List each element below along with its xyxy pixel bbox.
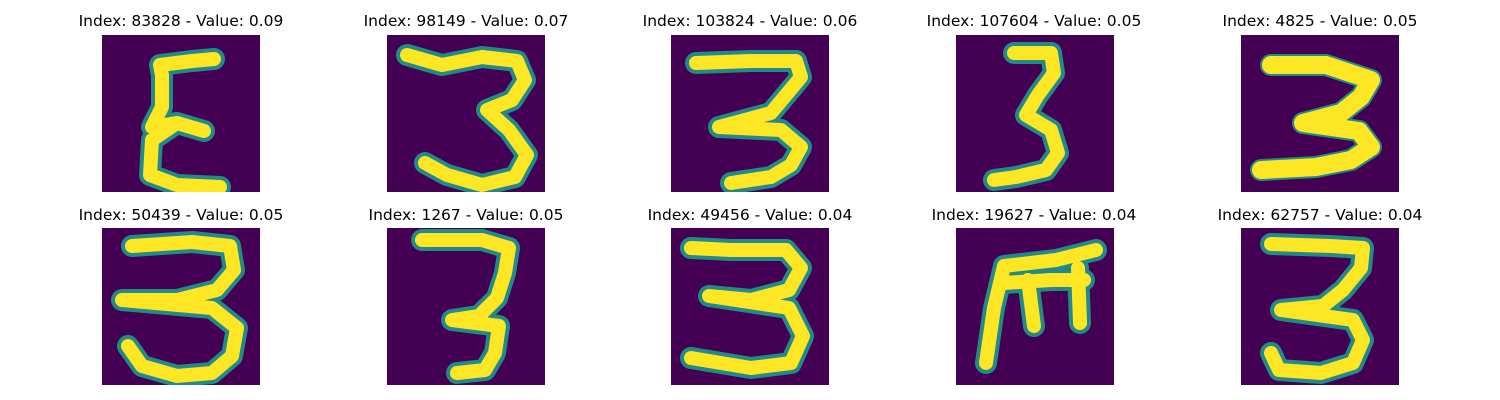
panel-title: Index: 49456 - Value: 0.04 [647, 206, 853, 224]
digit-image [387, 228, 545, 385]
digit-image [1241, 228, 1399, 385]
digit-image [1241, 35, 1399, 192]
panel-title: Index: 98149 - Value: 0.07 [363, 12, 569, 30]
digit-image [102, 35, 260, 192]
digit-image [387, 35, 545, 192]
panel-title: Index: 50439 - Value: 0.05 [78, 206, 284, 224]
panel-title: Index: 83828 - Value: 0.09 [78, 12, 284, 30]
digit-image [671, 228, 829, 385]
panel-title: Index: 1267 - Value: 0.05 [368, 206, 564, 224]
digit-image [671, 35, 829, 192]
digit-image [956, 35, 1114, 192]
panel-title: Index: 107604 - Value: 0.05 [926, 12, 1142, 30]
panel-title: Index: 19627 - Value: 0.04 [931, 206, 1137, 224]
panel-title: Index: 4825 - Value: 0.05 [1222, 12, 1418, 30]
panel-title: Index: 62757 - Value: 0.04 [1217, 206, 1423, 224]
panel-title: Index: 103824 - Value: 0.06 [642, 12, 858, 30]
digit-image [102, 228, 260, 385]
digit-image [956, 228, 1114, 385]
